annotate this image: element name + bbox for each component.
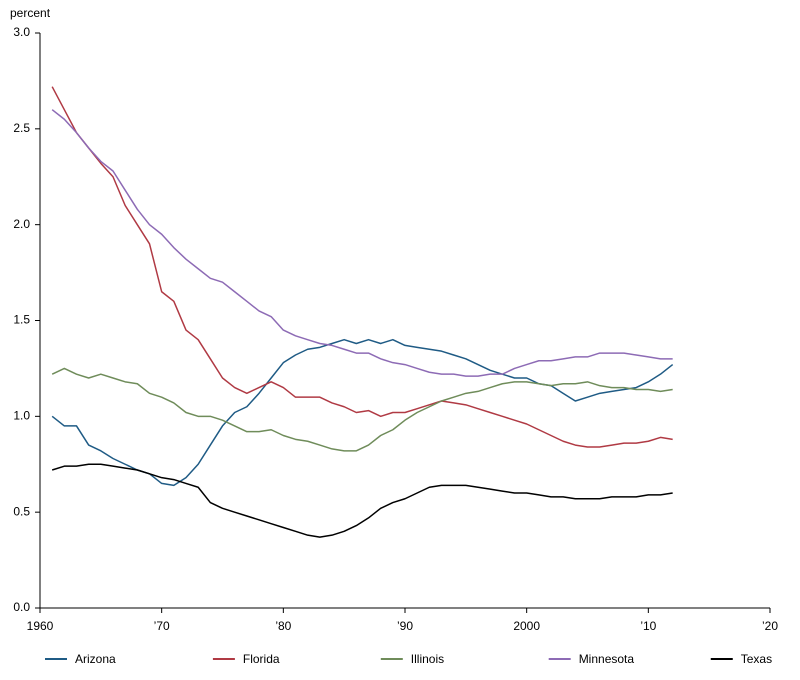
series-line — [51, 338, 674, 487]
series-line — [51, 109, 673, 377]
legend-label: Arizona — [75, 652, 116, 666]
series-line — [51, 367, 673, 452]
x-tick-label: ’90 — [397, 619, 413, 633]
x-tick-label: 2000 — [513, 619, 540, 633]
legend-label: Texas — [741, 652, 772, 666]
series-line — [51, 463, 673, 538]
x-tick-label: ’10 — [640, 619, 656, 633]
y-tick-label: 1.5 — [13, 313, 30, 327]
legend-label: Florida — [243, 652, 280, 666]
x-tick-label: ’20 — [762, 619, 778, 633]
y-tick-label: 0.0 — [13, 600, 30, 614]
y-tick-label: 0.5 — [13, 504, 30, 518]
x-tick-label: ’80 — [275, 619, 291, 633]
y-tick-label: 2.0 — [13, 217, 30, 231]
series-line — [51, 86, 673, 448]
legend-label: Illinois — [411, 652, 444, 666]
x-tick-label: ’70 — [154, 619, 170, 633]
y-tick-label: 3.0 — [13, 25, 30, 39]
y-tick-label: 1.0 — [13, 409, 30, 423]
legend-label: Minnesota — [579, 652, 635, 666]
y-tick-label: 2.5 — [13, 121, 30, 135]
x-tick-label: 1960 — [27, 619, 54, 633]
y-axis-label: percent — [10, 6, 51, 20]
